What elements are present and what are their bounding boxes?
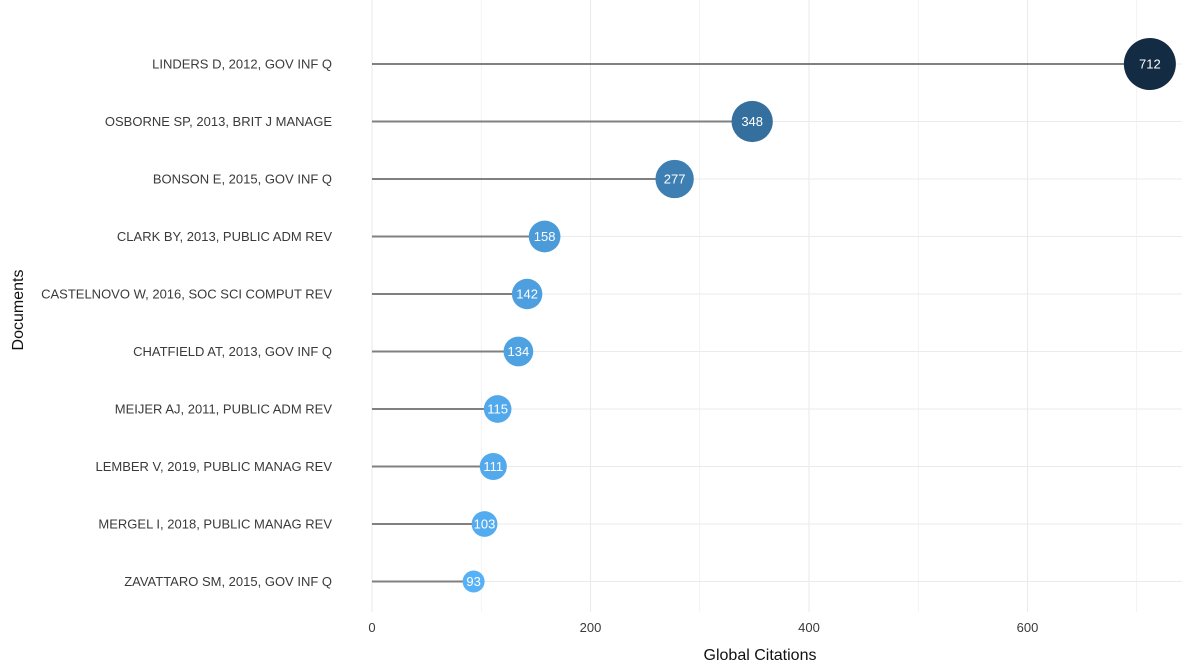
y-tick-label: ZAVATTARO SM, 2015, GOV INF Q (124, 574, 332, 589)
x-axis-title: Global Citations (704, 647, 817, 664)
data-label: 111 (483, 459, 503, 474)
stem-layer (372, 63, 1150, 583)
y-tick-label: BONSON E, 2015, GOV INF Q (153, 172, 332, 187)
data-point (731, 100, 773, 143)
y-tick-label: MEIJER AJ, 2011, PUBLIC ADM REV (115, 402, 333, 417)
data-point (462, 570, 485, 593)
data-label: 142 (516, 287, 538, 302)
data-point (503, 336, 534, 367)
y-tick-label: MERGEL I, 2018, PUBLIC MANAG REV (98, 517, 332, 532)
data-label: 134 (508, 344, 530, 359)
data-label: 348 (741, 114, 763, 129)
data-point (471, 511, 498, 537)
y-tick-label: CHATFIELD AT, 2013, GOV INF Q (133, 344, 332, 359)
y-tick-label: CLARK BY, 2013, PUBLIC ADM REV (117, 229, 332, 244)
data-label: 277 (664, 172, 686, 187)
data-label: 93 (466, 574, 480, 589)
x-tick-label: 200 (580, 620, 602, 635)
data-label: 103 (474, 517, 496, 532)
data-label: 712 (1139, 57, 1161, 72)
y-tick-label: CASTELNOVO W, 2016, SOC SCI COMPUT REV (41, 287, 332, 302)
data-point (1123, 38, 1176, 90)
x-tick-labels: 0 200 400 600 (368, 620, 1038, 635)
data-point (483, 395, 512, 423)
data-label: 115 (487, 402, 508, 417)
y-tick-labels: LINDERS D, 2012, GOV INF Q OSBORNE SP, 20… (41, 57, 332, 590)
data-point (479, 452, 507, 481)
x-tick-label: 600 (1017, 620, 1039, 635)
y-tick-label: OSBORNE SP, 2013, BRIT J MANAGE (105, 114, 332, 129)
y-tick-label: LEMBER V, 2019, PUBLIC MANAG REV (95, 459, 332, 474)
y-axis-title: Documents (10, 270, 27, 351)
data-label: 158 (534, 229, 556, 244)
y-tick-label: LINDERS D, 2012, GOV INF Q (152, 57, 332, 72)
data-point (528, 220, 561, 253)
data-point (655, 159, 694, 199)
x-tick-label: 0 (368, 620, 375, 635)
x-tick-label: 400 (798, 620, 820, 635)
point-layer: 712 348 277 158 142 134 115 111 103 93 (462, 38, 1176, 593)
data-point (511, 278, 543, 310)
